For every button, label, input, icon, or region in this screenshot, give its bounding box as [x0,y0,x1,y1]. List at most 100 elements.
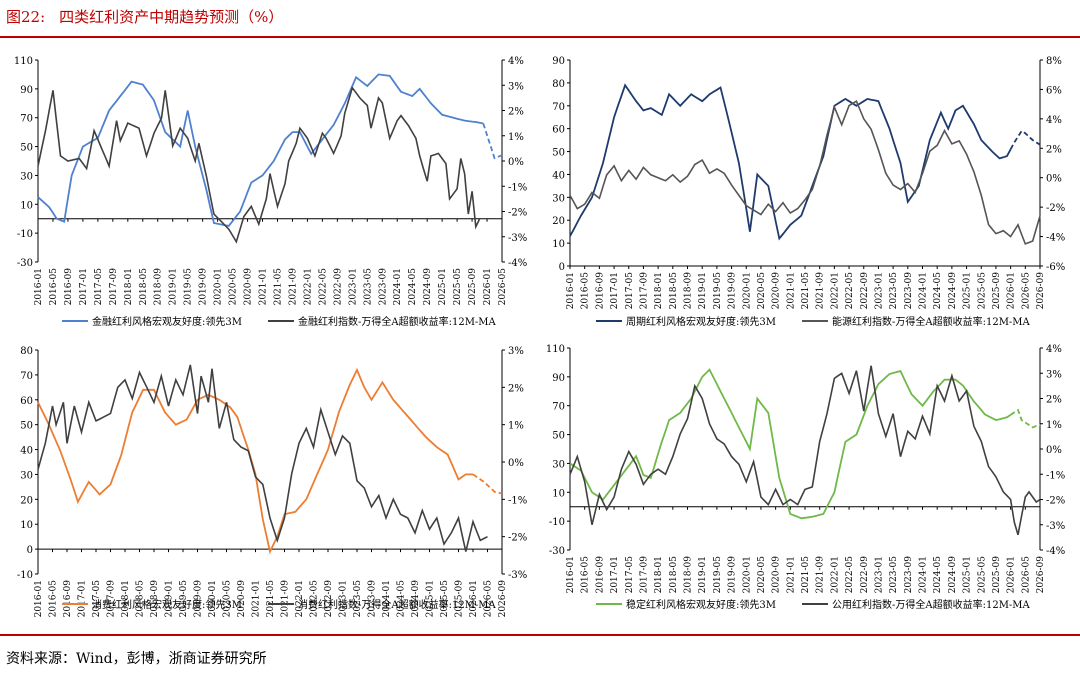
x-tick-label: 2019-09 [728,272,738,310]
x-tick-label: 2023-05 [353,580,363,618]
x-tick-label: 2016-01 [34,580,44,617]
x-tick-label: 2017-05 [94,268,104,306]
y-left-tick-label: 60 [20,396,33,407]
y-left-tick-label: 70 [552,102,565,113]
y-right-tick-label: 3% [1046,369,1062,380]
y-left-tick-label: 20 [20,495,33,506]
x-tick-label: 2017-01 [79,268,89,305]
y-left-tick-label: 0 [27,545,33,556]
x-tick-label: 2018-01 [124,268,134,305]
x-tick-label: 2021-09 [281,580,291,618]
y-left-tick-label: 30 [20,171,33,182]
legend-label-1: 消费红利风格宏观友好度:领先3M [92,598,242,611]
x-tick-label: 2026-05 [498,268,508,306]
x-tick-label: 2016-09 [64,268,74,306]
y-left-tick-label: 10 [552,239,565,250]
chart-financial-dividend: 110 90 70 50 30 10 -10 -30 4% 3% 2% 1% 0% -1% -2% -3% -4… [14,56,527,328]
x-tick-label: 2019-09 [728,556,738,594]
x-tick-label: 2022-01 [830,556,840,593]
y-left-tick-label: 80 [20,346,33,357]
x-tick-label: 2019-09 [194,580,204,618]
x-tick-label: 2021-01 [259,268,269,305]
y-left-tick-label: 40 [552,170,565,181]
y-right-tick-label: -3% [508,570,527,581]
x-tick-label: 2026-05 [1021,272,1031,310]
x-tick-label: 2016-05 [581,556,591,594]
chart-consumer-dividend: 80 70 60 50 40 30 20 10 0 -10 3% 2% 1% 0% -1% -2% -3% 201… [17,346,527,618]
x-tick-label: 2022-05 [310,580,320,618]
x-tick-label: 2019-01 [698,556,708,593]
x-tick-label: 2019-05 [713,556,723,594]
y-right-tick-label: -2% [1046,203,1065,214]
x-tick-label: 2023-09 [368,580,378,618]
x-tick-label: 2026-09 [1036,556,1046,594]
x-tick-label: 2025-01 [963,272,973,309]
y-right-tick-label: 0% [508,458,524,469]
source-note: 资料来源：Wind，彭博，浙商证券研究所 [6,651,267,667]
x-tick-label: 2025-05 [440,580,450,618]
x-tick-label: 2020-09 [237,580,247,618]
x-tick-label: 2017-09 [107,580,117,618]
x-tick-label: 2022-05 [318,268,328,306]
series-line-2 [37,364,488,552]
x-tick-label: 2020-05 [229,268,239,306]
y-right-tick-label: 4% [508,56,524,67]
x-tick-label: 2024-01 [919,272,929,309]
x-tick-label: 2024-09 [423,268,433,306]
figure-label: 图22: [6,8,46,26]
y-left-tick-label: 50 [20,143,33,154]
x-tick-label: 2019-05 [179,580,189,618]
x-tick-label: 2026-01 [469,580,479,617]
x-tick-label: 2022-01 [303,268,313,305]
x-tick-label: 2021-05 [266,580,276,618]
x-tick-label: 2023-01 [348,268,358,305]
x-tick-label: 2022-09 [860,272,870,310]
x-tick-label: 2018-05 [669,272,679,310]
x-tick-label: 2023-01 [874,272,884,309]
x-tick-label: 2018-09 [150,580,160,618]
x-tick-label: 2016-05 [49,268,59,306]
x-tick-label: 2024-01 [382,580,392,617]
chart-cyclical-dividend: 90807060504030201008%6%4%2%0%-2%-4%-6%20… [552,56,1065,328]
y-right-tick-label: -4% [1046,233,1065,244]
bottom-rule [0,634,1080,636]
y-right-tick-label: 6% [1046,85,1062,96]
y-right-tick-label: -1% [1046,470,1065,481]
x-tick-label: 2026-01 [1007,272,1017,309]
x-tick-label: 2021-01 [786,556,796,593]
x-tick-label: 2019-09 [199,268,209,306]
y-right-tick-label: -1% [508,495,527,506]
x-tick-label: 2016-09 [595,556,605,594]
y-right-tick-label: 2% [508,383,524,394]
y-left-tick-label: 20 [552,216,565,227]
x-tick-label: 2020-05 [223,580,233,618]
x-tick-label: 2026-05 [484,580,494,618]
y-right-tick-label: 2% [508,107,524,118]
series-forecast-line-1 [472,473,503,495]
x-tick-label: 2017-09 [639,272,649,310]
x-tick-label: 2017-05 [625,272,635,310]
y-right-tick-label: -6% [1046,262,1065,273]
series-line-1 [37,367,473,555]
x-tick-label: 2024-05 [397,580,407,618]
series-line-2 [569,100,1041,245]
y-right-tick-label: 0% [1046,174,1062,185]
x-tick-label: 2017-01 [610,272,620,309]
y-left-tick-label: 40 [20,446,33,457]
x-tick-label: 2020-09 [772,556,782,594]
x-tick-label: 2022-01 [830,272,840,309]
legend-label-2: 消费红利指数-万得全A超额收益率:12M-MA [298,598,497,611]
top-rule [0,36,1080,38]
x-tick-label: 2025-09 [992,272,1002,310]
x-tick-label: 2016-01 [566,272,576,309]
y-right-tick-label: -2% [508,208,527,219]
y-right-tick-label: -1% [508,182,527,193]
series-line-1 [37,73,484,227]
series-line-2 [569,365,1041,536]
x-tick-label: 2018-05 [136,580,146,618]
y-left-tick-label: 10 [20,200,33,211]
x-tick-label: 2025-01 [426,580,436,617]
y-left-tick-label: 10 [20,520,33,531]
x-tick-label: 2022-01 [295,580,305,617]
x-tick-label: 2024-05 [933,272,943,310]
